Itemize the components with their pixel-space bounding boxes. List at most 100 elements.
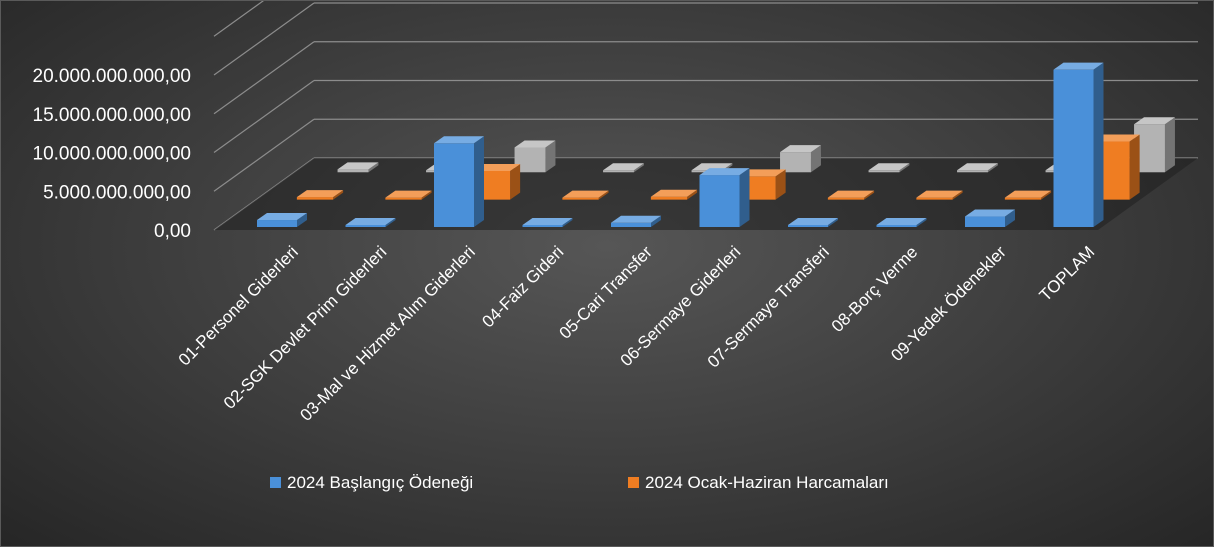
bar-top: [868, 163, 910, 171]
bar-front: [650, 196, 688, 200]
bar-side: [385, 218, 396, 227]
bar-2-7: [957, 163, 998, 173]
bar-front: [296, 197, 334, 200]
bar-side: [1041, 190, 1052, 200]
bar-top: [699, 168, 750, 176]
bar-2-6: [868, 163, 910, 173]
y-axis-ticks: 0,00 5.000.000.000,00 10.000.000.000,00 15.…: [33, 66, 192, 242]
bar-front: [385, 197, 422, 200]
bar-2-0: [337, 162, 379, 173]
bar-front: [337, 169, 369, 173]
bar-0-5: [699, 168, 750, 227]
bar-top: [876, 218, 927, 225]
legend-swatch-s1: [628, 477, 639, 488]
bar-front: [522, 225, 563, 227]
bar-front: [965, 216, 1005, 227]
bar-top: [1134, 117, 1175, 125]
bar-1-1: [385, 190, 432, 200]
bar-top: [780, 145, 821, 153]
bar-side: [421, 190, 432, 200]
bar-front: [603, 170, 634, 173]
bar-side: [368, 162, 379, 173]
bar-0-6: [788, 218, 838, 227]
bar-top: [957, 163, 998, 171]
bar-top: [965, 209, 1015, 217]
x-category-label: 04-Faiz Gideri: [478, 242, 567, 331]
bar-0-8: [965, 209, 1015, 227]
bar-top: [434, 136, 484, 144]
bar-top: [1093, 134, 1140, 142]
gridline-side: [213, 1, 264, 37]
bar-0-7: [876, 218, 927, 227]
bar-top: [514, 140, 556, 148]
bar-side: [828, 218, 838, 227]
bar-front: [957, 170, 988, 173]
bar-top: [296, 190, 344, 198]
bar-top: [650, 189, 698, 197]
bar-side: [598, 190, 609, 200]
x-category-label: 05-Cari Transfer: [556, 242, 657, 343]
bar-top: [827, 190, 875, 198]
bar-top: [345, 218, 396, 225]
bar-2-5: [780, 145, 821, 173]
bar-side: [510, 163, 521, 200]
bar-side: [864, 190, 875, 200]
y-tick-label: 20.000.000.000,00: [33, 66, 192, 87]
x-category-label: 08-Borç Verme: [828, 242, 922, 336]
y-tick-label: 5.000.000.000,00: [43, 182, 191, 203]
bar-side: [810, 145, 821, 173]
bar-front: [1004, 197, 1042, 200]
bar-top: [337, 162, 379, 170]
gridline-side: [213, 80, 315, 153]
bar-top: [522, 218, 573, 225]
bar-side: [687, 189, 698, 200]
bar-0-3: [522, 218, 573, 227]
bar-front: [345, 225, 386, 227]
x-category-label: 03-Mal ve Hizmet Alım Giderleri: [296, 242, 478, 424]
bars: [257, 62, 1175, 227]
bar-2-9: [1134, 117, 1175, 173]
bar-top: [739, 169, 786, 177]
bar-top: [1004, 190, 1052, 198]
x-category-label: 02-SGK Devlet Prim Giderleri: [220, 242, 390, 412]
bar-side: [297, 213, 307, 227]
bar-top: [257, 213, 307, 221]
bar-2-2: [514, 140, 556, 173]
bar-side: [739, 168, 750, 227]
legend-swatch-s0: [270, 477, 281, 488]
bar-front: [257, 220, 297, 227]
bar-side: [633, 163, 644, 173]
bar-0-1: [345, 218, 396, 227]
bar-side: [987, 163, 998, 173]
bar-front: [434, 143, 474, 227]
bar-front: [868, 170, 900, 173]
bar-top: [562, 190, 609, 198]
bar-side: [333, 190, 344, 200]
bar-side: [545, 140, 556, 173]
bar-front: [827, 197, 865, 200]
bar-side: [775, 169, 786, 200]
bar-1-6: [827, 190, 875, 200]
bar-1-8: [1004, 190, 1052, 200]
bar-side: [651, 215, 661, 227]
bar-top: [916, 190, 963, 198]
gridline-side: [213, 2, 315, 76]
bar-1-4: [650, 189, 698, 200]
bar-2-3: [603, 163, 644, 173]
bar-front: [1053, 69, 1094, 227]
bar-front: [876, 225, 917, 227]
bar-front: [562, 197, 599, 200]
bar-top: [788, 218, 838, 225]
bar-front: [699, 175, 740, 227]
y-tick-label: 0,00: [154, 221, 191, 242]
legend-label-s0: 2024 Başlangıç Ödeneği: [287, 473, 473, 492]
y-tick-label: 15.000.000.000,00: [33, 105, 192, 126]
bar-side: [952, 190, 963, 200]
bar-side: [899, 163, 910, 173]
bar-front: [611, 222, 651, 227]
bar-front: [916, 197, 953, 200]
bar-1-3: [562, 190, 609, 200]
